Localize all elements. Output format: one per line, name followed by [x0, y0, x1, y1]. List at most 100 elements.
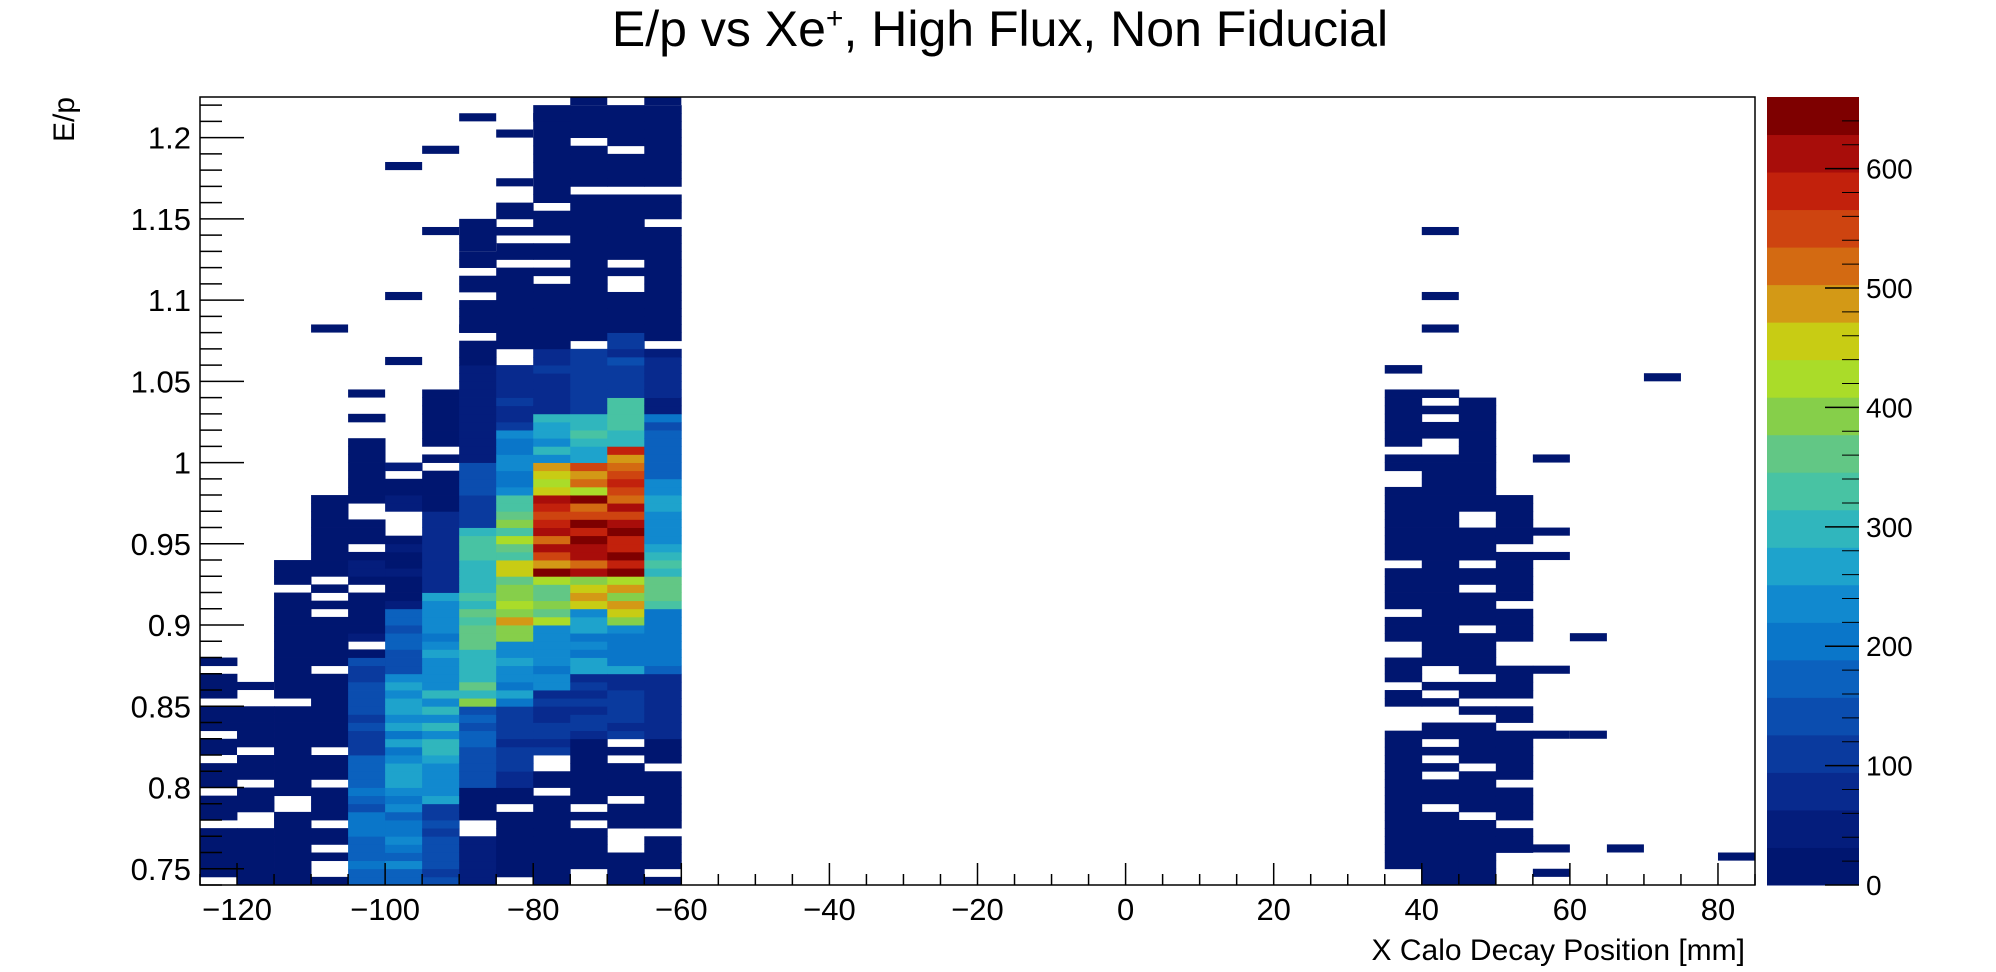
heatmap-bin — [1421, 324, 1459, 333]
heatmap-bin — [496, 738, 534, 748]
heatmap-bin — [644, 803, 682, 813]
heatmap-bin — [570, 462, 608, 472]
heatmap-bin — [348, 698, 386, 707]
heatmap-bin — [533, 608, 571, 618]
heatmap-bin — [274, 722, 312, 732]
heatmap-bin — [1495, 738, 1534, 748]
heatmap-bin — [533, 706, 571, 715]
heatmap-bin — [570, 454, 608, 463]
heatmap-bin — [644, 860, 682, 870]
heatmap-bin — [422, 811, 460, 821]
heatmap-bin — [348, 633, 386, 642]
heatmap-bin — [644, 486, 682, 496]
heatmap-bin — [533, 560, 571, 569]
heatmap-bin — [644, 876, 682, 886]
heatmap-bin — [1421, 568, 1460, 577]
y-tick-label: 1.15 — [131, 202, 191, 237]
heatmap-bin — [385, 755, 423, 764]
heatmap-bin — [533, 226, 571, 236]
heatmap-bin — [459, 600, 497, 610]
heatmap-bin — [1495, 681, 1534, 691]
heatmap-bin — [533, 779, 571, 788]
heatmap-bin — [570, 308, 608, 317]
heatmap-bin — [1495, 592, 1534, 602]
heatmap-bin — [607, 763, 645, 772]
heatmap-bin — [422, 389, 460, 398]
heatmap-bin — [422, 690, 460, 699]
heatmap-bin — [496, 787, 534, 797]
color-scale-swatch — [1767, 734, 1859, 773]
heatmap-bin — [385, 633, 423, 642]
heatmap-bin — [533, 714, 571, 723]
heatmap-bin — [459, 486, 497, 496]
heatmap-bin — [533, 137, 571, 147]
heatmap-bin — [1458, 454, 1497, 463]
heatmap-bin — [607, 267, 645, 277]
heatmap-bin — [1495, 527, 1534, 537]
heatmap-bin — [607, 210, 645, 220]
heatmap-bin — [570, 616, 608, 626]
x-axis-ticks: −120 −100 −80 −60 −40 −20 0 20 40 60 80 — [199, 863, 1756, 927]
heatmap-bin — [607, 535, 645, 545]
heatmap-bin — [1384, 730, 1423, 740]
heatmap-bin — [607, 430, 645, 439]
heatmap-bin — [644, 746, 682, 756]
y-tick-label: 0.95 — [131, 527, 191, 562]
heatmap-bin — [496, 332, 534, 342]
heatmap-bin — [237, 730, 275, 740]
heatmap-bin — [1384, 690, 1423, 699]
heatmap-bin — [348, 551, 386, 561]
heatmap-bin — [644, 795, 682, 805]
heatmap-bin — [644, 121, 682, 130]
heatmap-bin — [533, 430, 571, 439]
heatmap-bin — [496, 625, 534, 634]
heatmap-bin — [1384, 795, 1423, 805]
heatmap-bin — [385, 657, 423, 667]
heatmap-bin — [496, 844, 534, 853]
x-tick-label: −80 — [507, 892, 560, 927]
heatmap-bin — [422, 795, 460, 805]
heatmap-bin — [348, 738, 386, 748]
heatmap-bin — [570, 324, 608, 333]
heatmap-bin — [459, 348, 497, 358]
heatmap-bin — [644, 235, 682, 244]
heatmap-bin — [385, 641, 423, 650]
heatmap-bin — [644, 852, 682, 862]
heatmap-bin — [496, 836, 534, 845]
heatmap-bin — [1384, 787, 1423, 797]
heatmap-bin — [348, 608, 386, 618]
heatmap-bin — [200, 771, 238, 780]
heatmap-bin — [459, 446, 497, 455]
heatmap-bin — [570, 210, 608, 220]
heatmap-bin — [1495, 625, 1534, 634]
heatmap-bin — [237, 681, 275, 691]
heatmap-bin — [644, 145, 682, 155]
heatmap-bin — [385, 495, 423, 504]
heatmap-bin — [496, 568, 534, 577]
heatmap-bin — [1495, 706, 1534, 715]
heatmap-bin — [607, 308, 645, 317]
heatmap-bin — [348, 592, 386, 602]
heatmap-bin — [348, 690, 386, 699]
heatmap-bin — [496, 746, 534, 756]
heatmap-bin — [607, 730, 645, 740]
heatmap-bin — [459, 746, 497, 756]
heatmap-bin — [496, 714, 534, 723]
heatmap-bin — [1606, 844, 1644, 853]
heatmap-bin — [459, 495, 497, 504]
heatmap-bin — [533, 852, 571, 862]
heatmap-bin — [533, 413, 571, 423]
heatmap-bin — [1458, 876, 1497, 886]
heatmap-bin — [422, 584, 460, 593]
heatmap-bin — [311, 795, 349, 805]
heatmap-bin — [1384, 413, 1423, 423]
heatmap-bin — [200, 690, 238, 699]
heatmap-bin — [459, 584, 497, 593]
heatmap-bin — [1421, 430, 1460, 439]
heatmap-bin — [459, 844, 497, 853]
heatmap-bin — [1458, 430, 1497, 439]
heatmap-bin — [570, 97, 608, 106]
heatmap-bin — [311, 568, 349, 577]
heatmap-bin — [348, 527, 386, 537]
heatmap-bin — [644, 690, 682, 699]
